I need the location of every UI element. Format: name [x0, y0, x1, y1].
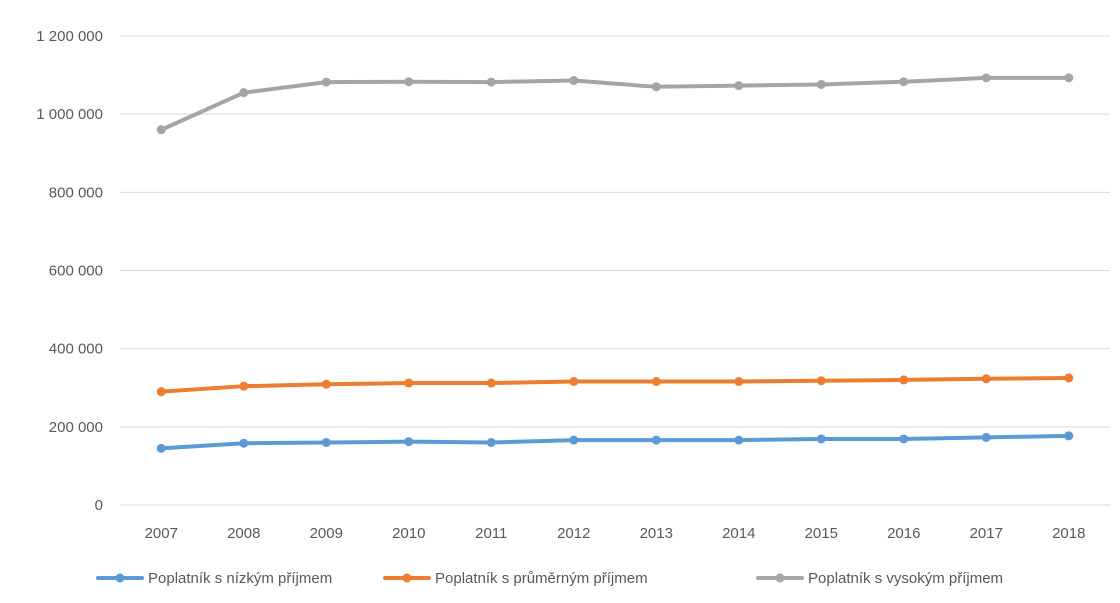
data-point — [734, 376, 744, 386]
y-axis-tick-labels: 0 200 000 400 000 600 000 800 000 1 000 000 1 … — [36, 28, 103, 514]
legend-label: Poplatník s vysokým příjmem — [808, 570, 1003, 587]
data-point — [404, 77, 414, 87]
data-point — [651, 435, 661, 445]
series-3 — [156, 73, 1074, 135]
legend-label: Poplatník s nízkým příjmem — [148, 570, 332, 587]
data-point — [486, 378, 496, 388]
y-tick-label: 200 000 — [49, 419, 103, 436]
data-point — [321, 437, 331, 447]
series-line — [159, 433, 1071, 451]
data-point — [156, 443, 166, 453]
data-point — [816, 434, 826, 444]
legend-item: Poplatník s vysokým příjmem — [756, 570, 1003, 587]
data-point — [321, 77, 331, 87]
y-tick-label: 1 200 000 — [36, 28, 103, 45]
data-point — [1064, 373, 1074, 383]
data-point — [156, 125, 166, 135]
data-point — [569, 76, 579, 86]
x-tick-label: 2013 — [640, 525, 673, 542]
data-point — [899, 375, 909, 385]
legend: Poplatník s nízkým příjmem Poplatník s pr… — [96, 570, 1003, 587]
data-point — [981, 374, 991, 384]
data-point — [404, 437, 414, 447]
data-point — [239, 438, 249, 448]
x-tick-label: 2008 — [227, 525, 260, 542]
legend-swatch-marker — [775, 573, 785, 583]
x-tick-label: 2007 — [145, 525, 178, 542]
data-point — [651, 82, 661, 92]
data-point — [486, 437, 496, 447]
data-point — [156, 387, 166, 397]
data-point — [569, 435, 579, 445]
legend-label: Poplatník s průměrným příjmem — [435, 570, 648, 587]
x-tick-label: 2017 — [970, 525, 1003, 542]
data-point — [486, 77, 496, 87]
data-point — [321, 379, 331, 389]
series-lines — [156, 73, 1074, 453]
data-point — [899, 77, 909, 87]
gridlines — [120, 35, 1110, 506]
y-tick-label: 1 000 000 — [36, 106, 103, 123]
x-tick-label: 2016 — [887, 525, 920, 542]
series-1 — [156, 431, 1074, 453]
legend-item: Poplatník s průměrným příjmem — [383, 570, 648, 587]
data-point — [1064, 431, 1074, 441]
x-tick-label: 2012 — [557, 525, 590, 542]
series-2 — [156, 373, 1074, 397]
x-tick-label: 2010 — [392, 525, 425, 542]
x-tick-label: 2009 — [310, 525, 343, 542]
data-point — [899, 434, 909, 444]
data-point — [239, 381, 249, 391]
y-tick-label: 400 000 — [49, 341, 103, 358]
x-tick-label: 2014 — [722, 525, 755, 542]
data-point — [569, 376, 579, 386]
legend-swatch-marker — [115, 573, 125, 583]
x-tick-label: 2011 — [475, 525, 507, 542]
data-point — [239, 88, 249, 98]
data-point — [404, 378, 414, 388]
series-line — [159, 75, 1071, 132]
legend-item: Poplatník s nízkým příjmem — [96, 570, 332, 587]
data-point — [816, 79, 826, 89]
data-point — [981, 432, 991, 442]
data-point — [981, 73, 991, 83]
y-tick-label: 600 000 — [49, 263, 103, 280]
data-point — [816, 376, 826, 386]
y-tick-label: 800 000 — [49, 184, 103, 201]
data-point — [734, 81, 744, 91]
data-point — [734, 435, 744, 445]
y-tick-label: 0 — [95, 497, 103, 514]
data-point — [651, 376, 661, 386]
series-line — [159, 375, 1071, 394]
legend-swatch-marker — [402, 573, 412, 583]
x-tick-label: 2015 — [805, 525, 838, 542]
x-tick-label: 2018 — [1052, 525, 1085, 542]
x-axis-tick-labels: 2007 2008 2009 2010 2011 2012 2013 2014 2015 2016… — [145, 525, 1086, 542]
data-point — [1064, 73, 1074, 83]
